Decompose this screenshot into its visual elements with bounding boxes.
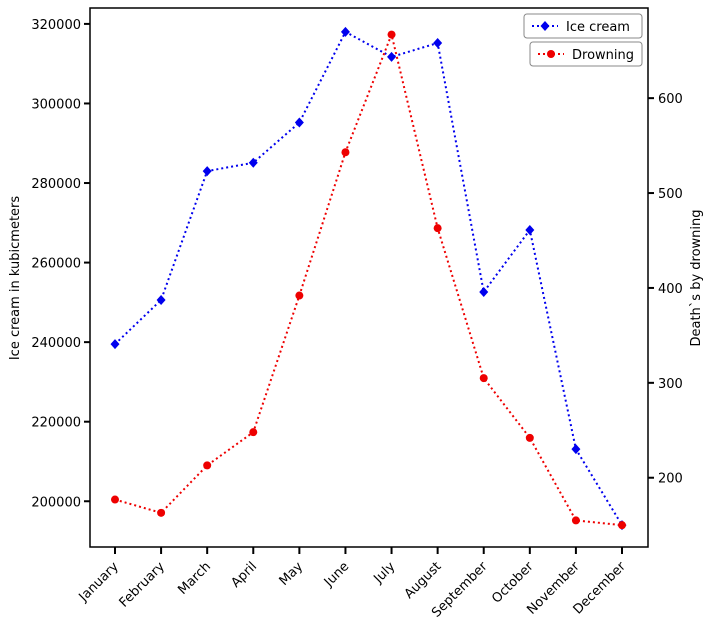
data-point xyxy=(571,444,581,455)
data-point xyxy=(248,157,258,168)
data-point xyxy=(157,508,166,517)
left-axis: 200000 220000 240000 260000 280000 300000 3200… xyxy=(31,18,90,510)
right-tick-label: 500 xyxy=(658,187,683,202)
x-tick-label: February xyxy=(117,559,169,611)
legend-marker xyxy=(540,21,550,31)
x-tick-label: January xyxy=(76,559,122,605)
data-point xyxy=(387,30,396,39)
data-point xyxy=(479,374,488,383)
data-point xyxy=(525,433,534,442)
x-tick-label: August xyxy=(402,559,445,602)
data-point xyxy=(294,117,304,128)
legend-item-drowning: Drowning xyxy=(529,41,643,67)
right-axis-label: Death`s by drowning xyxy=(689,209,704,346)
right-tick-label: 400 xyxy=(658,282,683,297)
legend-item-ice-cream: Ice cream xyxy=(523,13,643,39)
data-point xyxy=(249,428,258,437)
legend-box xyxy=(523,13,643,39)
x-tick-label: July xyxy=(371,559,399,587)
data-point xyxy=(433,224,442,233)
data-point xyxy=(433,38,443,49)
legend-box xyxy=(529,41,643,67)
left-tick-label: 300000 xyxy=(31,97,81,112)
x-tick-label: April xyxy=(228,559,260,591)
x-tick-label: October xyxy=(489,559,537,607)
right-tick-label: 600 xyxy=(658,92,683,107)
data-point xyxy=(110,339,120,350)
legend-marker xyxy=(547,50,555,58)
data-point xyxy=(525,224,535,235)
left-tick-label: 220000 xyxy=(31,416,81,431)
data-point xyxy=(340,26,350,37)
series-layer xyxy=(110,26,627,531)
data-point xyxy=(479,287,489,298)
right-axis: 200 300 400 500 600 xyxy=(648,92,683,487)
x-tick-label: May xyxy=(277,559,307,589)
left-tick-label: 240000 xyxy=(31,336,81,351)
data-point xyxy=(203,461,212,470)
series-line-ice-cream xyxy=(114,30,623,526)
left-tick-label: 320000 xyxy=(31,18,81,33)
x-tick-label: June xyxy=(321,559,352,590)
left-tick-label: 260000 xyxy=(31,257,81,272)
data-point xyxy=(202,166,212,177)
data-point xyxy=(111,495,119,504)
data-point xyxy=(341,148,350,157)
right-tick-label: 300 xyxy=(658,377,683,392)
legend-label: Drowning xyxy=(572,48,634,63)
x-tick-label: March xyxy=(175,559,214,598)
plot-frame xyxy=(89,7,649,548)
left-axis-label: Ice cream in kubicmeters xyxy=(8,196,23,361)
data-point xyxy=(387,51,397,62)
left-tick-label: 200000 xyxy=(31,495,81,510)
left-tick-label: 280000 xyxy=(31,177,81,192)
series-line-drowning xyxy=(114,31,623,527)
data-point xyxy=(156,294,166,305)
data-point xyxy=(295,291,304,300)
right-tick-label: 200 xyxy=(658,472,683,487)
plot-border xyxy=(89,7,649,548)
legend: Ice cream Drowning xyxy=(523,13,643,67)
data-point xyxy=(618,521,626,530)
legend-label: Ice cream xyxy=(566,20,630,35)
data-point xyxy=(571,516,580,525)
